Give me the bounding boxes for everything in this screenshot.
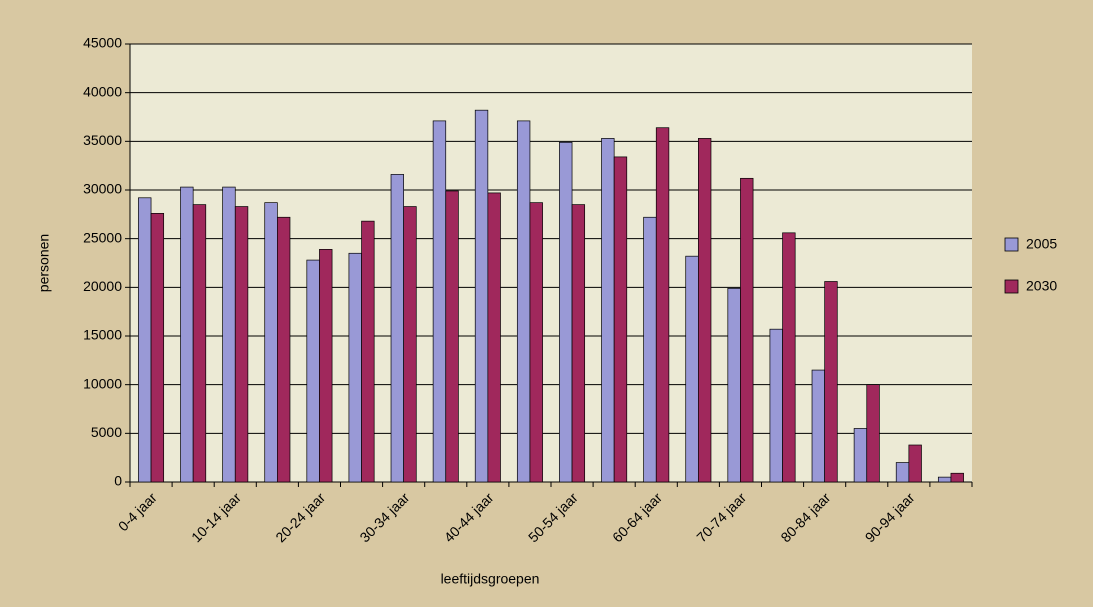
- bar: [487, 192, 501, 483]
- bar: [643, 216, 657, 483]
- bar: [908, 444, 922, 483]
- bar: [138, 197, 152, 483]
- bar: [727, 287, 741, 483]
- bar: [895, 462, 910, 483]
- bar: [192, 204, 207, 483]
- bar: [571, 204, 586, 483]
- bar: [811, 369, 826, 483]
- x-axis-label: leeftijdsgroepen: [441, 571, 540, 587]
- legend-swatch: [1004, 237, 1019, 252]
- y-tick-label: 5000: [91, 424, 122, 440]
- bar: [432, 120, 447, 483]
- y-tick-label: 10000: [83, 375, 122, 391]
- legend-label: 2030: [1026, 278, 1057, 294]
- bar: [474, 109, 489, 483]
- bar: [306, 259, 320, 483]
- bar: [361, 220, 375, 483]
- bar: [950, 472, 964, 483]
- bar: [348, 252, 362, 483]
- plot-area: [130, 44, 972, 482]
- bar: [937, 476, 952, 483]
- bar: [445, 190, 459, 483]
- bar: [222, 186, 236, 483]
- y-tick-label: 30000: [83, 181, 122, 197]
- y-tick-label: 20000: [83, 278, 122, 294]
- bar: [740, 177, 754, 483]
- bar: [150, 213, 165, 483]
- y-tick-label: 15000: [83, 327, 122, 343]
- y-tick-label: 35000: [83, 132, 122, 148]
- legend-swatch: [1004, 279, 1019, 294]
- y-tick-label: 45000: [83, 35, 122, 51]
- bar: [390, 174, 404, 483]
- bar: [697, 138, 712, 483]
- bar: [824, 281, 838, 483]
- bar: [782, 232, 796, 483]
- y-tick-label: 0: [114, 473, 122, 489]
- bar: [319, 249, 333, 483]
- bar: [853, 428, 868, 483]
- bar: [613, 156, 628, 483]
- bar: [769, 328, 783, 483]
- bar: [559, 141, 573, 483]
- y-axis-label: personen: [36, 234, 52, 292]
- legend-label: 2005: [1026, 236, 1057, 252]
- bar: [264, 202, 278, 483]
- bar: [234, 206, 249, 483]
- bar: [516, 120, 531, 483]
- y-tick-label: 25000: [83, 229, 122, 245]
- bar: [529, 202, 543, 483]
- bar: [403, 206, 417, 483]
- bar: [866, 384, 880, 483]
- bar: [655, 127, 670, 483]
- bar: [685, 255, 699, 483]
- bar: [601, 138, 615, 483]
- bar: [277, 216, 291, 483]
- bar: [180, 186, 194, 483]
- y-tick-label: 40000: [83, 83, 122, 99]
